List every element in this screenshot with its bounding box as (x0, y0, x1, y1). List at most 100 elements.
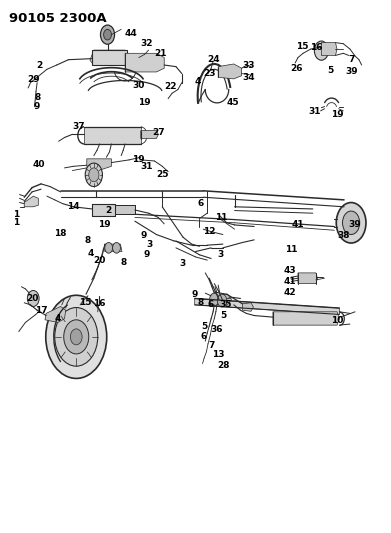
Circle shape (55, 308, 98, 366)
Text: 31: 31 (308, 108, 321, 116)
Text: 39: 39 (349, 221, 361, 229)
Text: 4: 4 (194, 77, 201, 85)
Text: 16: 16 (310, 44, 322, 52)
Text: 13: 13 (212, 350, 224, 359)
Text: 17: 17 (35, 306, 47, 314)
Text: 5: 5 (201, 322, 207, 330)
Circle shape (113, 243, 120, 253)
Polygon shape (115, 205, 135, 214)
Text: 21: 21 (154, 49, 167, 58)
Text: 6: 6 (197, 199, 203, 208)
Text: 44: 44 (125, 29, 137, 37)
Polygon shape (242, 303, 253, 311)
Text: 36: 36 (211, 325, 223, 334)
Text: 90105 2300A: 90105 2300A (9, 12, 106, 25)
Polygon shape (210, 294, 231, 305)
Circle shape (217, 294, 227, 307)
Polygon shape (195, 298, 339, 314)
Text: 22: 22 (164, 82, 176, 91)
Polygon shape (45, 306, 66, 322)
Text: 4: 4 (88, 249, 94, 257)
Text: 1: 1 (13, 210, 20, 219)
Text: 3: 3 (218, 251, 224, 259)
Circle shape (46, 295, 107, 378)
Circle shape (105, 243, 113, 253)
Circle shape (336, 203, 366, 243)
Text: 16: 16 (93, 300, 106, 308)
Text: 1: 1 (13, 219, 20, 227)
Text: 42: 42 (284, 288, 296, 296)
Circle shape (70, 329, 82, 345)
Text: 32: 32 (140, 39, 153, 48)
Text: 27: 27 (152, 128, 165, 136)
Text: 11: 11 (215, 213, 227, 222)
Polygon shape (24, 196, 38, 207)
Circle shape (27, 290, 39, 306)
Polygon shape (141, 131, 158, 139)
Text: 43: 43 (284, 266, 296, 275)
Text: 4: 4 (55, 314, 61, 323)
Text: 2: 2 (106, 206, 112, 215)
Text: 19: 19 (331, 110, 343, 119)
Text: 7: 7 (349, 55, 355, 64)
Text: 8: 8 (34, 93, 40, 101)
Text: 41: 41 (284, 277, 296, 286)
Text: 5: 5 (221, 311, 227, 320)
Polygon shape (92, 204, 115, 216)
Text: 39: 39 (346, 67, 358, 76)
Text: 9: 9 (143, 251, 150, 259)
Text: 31: 31 (140, 162, 153, 171)
Text: 38: 38 (337, 231, 350, 240)
Circle shape (64, 320, 89, 354)
Circle shape (104, 29, 111, 40)
Text: 35: 35 (220, 301, 232, 309)
Text: 8: 8 (85, 237, 91, 245)
Text: 23: 23 (203, 69, 215, 78)
Text: 40: 40 (33, 160, 45, 168)
Text: 9: 9 (141, 231, 147, 240)
Polygon shape (125, 53, 164, 72)
Text: 7: 7 (209, 341, 215, 350)
Text: 19: 19 (138, 98, 151, 107)
Text: 3: 3 (180, 260, 186, 268)
Circle shape (89, 168, 99, 182)
Text: 2: 2 (36, 61, 42, 69)
Polygon shape (84, 127, 141, 144)
Text: 29: 29 (27, 76, 39, 84)
Polygon shape (218, 64, 242, 79)
Text: 6: 6 (201, 333, 207, 341)
Text: 5: 5 (327, 66, 334, 75)
Text: 8: 8 (120, 258, 126, 266)
Polygon shape (321, 43, 337, 55)
Text: 37: 37 (72, 123, 84, 131)
Text: 8: 8 (197, 298, 203, 307)
Text: 30: 30 (133, 81, 145, 90)
Polygon shape (273, 312, 339, 325)
Text: 20: 20 (93, 256, 106, 264)
Circle shape (210, 293, 219, 306)
Text: 19: 19 (133, 156, 145, 164)
Text: 9: 9 (192, 290, 198, 298)
Text: 6: 6 (207, 301, 213, 309)
Text: 41: 41 (292, 221, 304, 229)
Text: 10: 10 (331, 317, 343, 325)
Text: 33: 33 (242, 61, 255, 69)
Text: 9: 9 (34, 102, 40, 111)
Text: 28: 28 (217, 361, 230, 369)
Polygon shape (90, 50, 129, 65)
Text: 11: 11 (285, 245, 298, 254)
Text: 3: 3 (146, 240, 152, 248)
Circle shape (314, 41, 328, 60)
Text: 12: 12 (203, 228, 215, 236)
Text: 24: 24 (207, 55, 219, 64)
Text: 18: 18 (54, 229, 67, 238)
Polygon shape (87, 159, 111, 169)
Circle shape (343, 211, 360, 235)
Text: 20: 20 (26, 294, 38, 303)
Text: 34: 34 (242, 73, 255, 82)
Text: 25: 25 (156, 171, 169, 179)
Text: 15: 15 (79, 298, 91, 307)
Text: 19: 19 (99, 221, 111, 229)
Bar (92, 50, 127, 65)
Polygon shape (298, 273, 317, 284)
